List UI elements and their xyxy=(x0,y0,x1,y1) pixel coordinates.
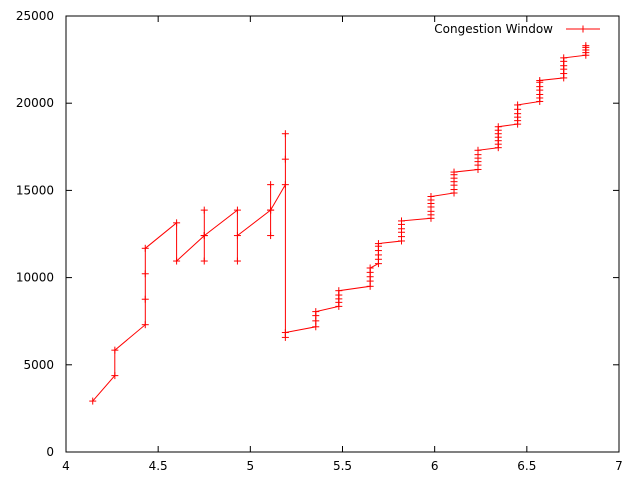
data-point xyxy=(281,130,289,138)
data-point xyxy=(141,244,149,252)
data-point xyxy=(200,232,208,240)
data-point xyxy=(200,257,208,265)
legend: Congestion Window xyxy=(434,22,600,36)
data-point xyxy=(111,372,119,380)
data-point xyxy=(582,42,590,50)
data-point xyxy=(281,329,289,337)
x-tick-label: 6.5 xyxy=(517,459,536,473)
data-point xyxy=(141,270,149,278)
data-point xyxy=(335,287,343,295)
y-tick-label: 5000 xyxy=(23,358,54,372)
data-point xyxy=(141,321,149,329)
x-tick-label: 5.5 xyxy=(333,459,352,473)
data-point xyxy=(312,308,320,316)
data-point xyxy=(560,54,568,62)
y-tick-label: 25000 xyxy=(16,9,54,23)
data-point xyxy=(536,77,544,85)
y-tick-label: 0 xyxy=(46,445,54,459)
data-point xyxy=(111,346,119,354)
data-point xyxy=(233,257,241,265)
x-axis: 4 4.5 5 5.5 6 6.5 7 xyxy=(62,16,623,473)
data-point xyxy=(427,193,435,201)
data-point xyxy=(494,123,502,131)
data-point xyxy=(474,146,482,154)
data-point xyxy=(233,206,241,214)
series-markers-congestion-window xyxy=(89,42,590,405)
data-point xyxy=(374,240,382,248)
data-point xyxy=(141,295,149,303)
data-point xyxy=(200,206,208,214)
data-point xyxy=(173,219,181,227)
plot-frame xyxy=(65,15,620,453)
data-point xyxy=(514,101,522,109)
y-tick-label: 20000 xyxy=(16,96,54,110)
y-tick-label: 15000 xyxy=(16,183,54,197)
x-tick-label: 4.5 xyxy=(149,459,168,473)
data-point xyxy=(267,232,275,240)
data-point xyxy=(267,181,275,189)
legend-label-congestion-window: Congestion Window xyxy=(434,22,553,36)
series-line-congestion-window xyxy=(92,45,587,402)
y-tick-label: 10000 xyxy=(16,271,54,285)
data-point xyxy=(397,217,405,225)
data-point xyxy=(89,397,97,405)
data-point xyxy=(281,155,289,163)
y-axis: 0 5000 10000 15000 20000 25000 xyxy=(16,9,619,459)
data-point xyxy=(281,181,289,189)
x-tick-label: 4 xyxy=(62,459,70,473)
x-tick-label: 5 xyxy=(247,459,255,473)
x-tick-label: 7 xyxy=(615,459,623,473)
data-point xyxy=(173,257,181,265)
data-point xyxy=(267,206,275,214)
data-point xyxy=(366,264,374,272)
data-point xyxy=(233,232,241,240)
x-tick-label: 6 xyxy=(431,459,439,473)
data-point xyxy=(312,323,320,331)
legend-swatch-marker xyxy=(579,25,587,33)
data-point xyxy=(450,168,458,176)
